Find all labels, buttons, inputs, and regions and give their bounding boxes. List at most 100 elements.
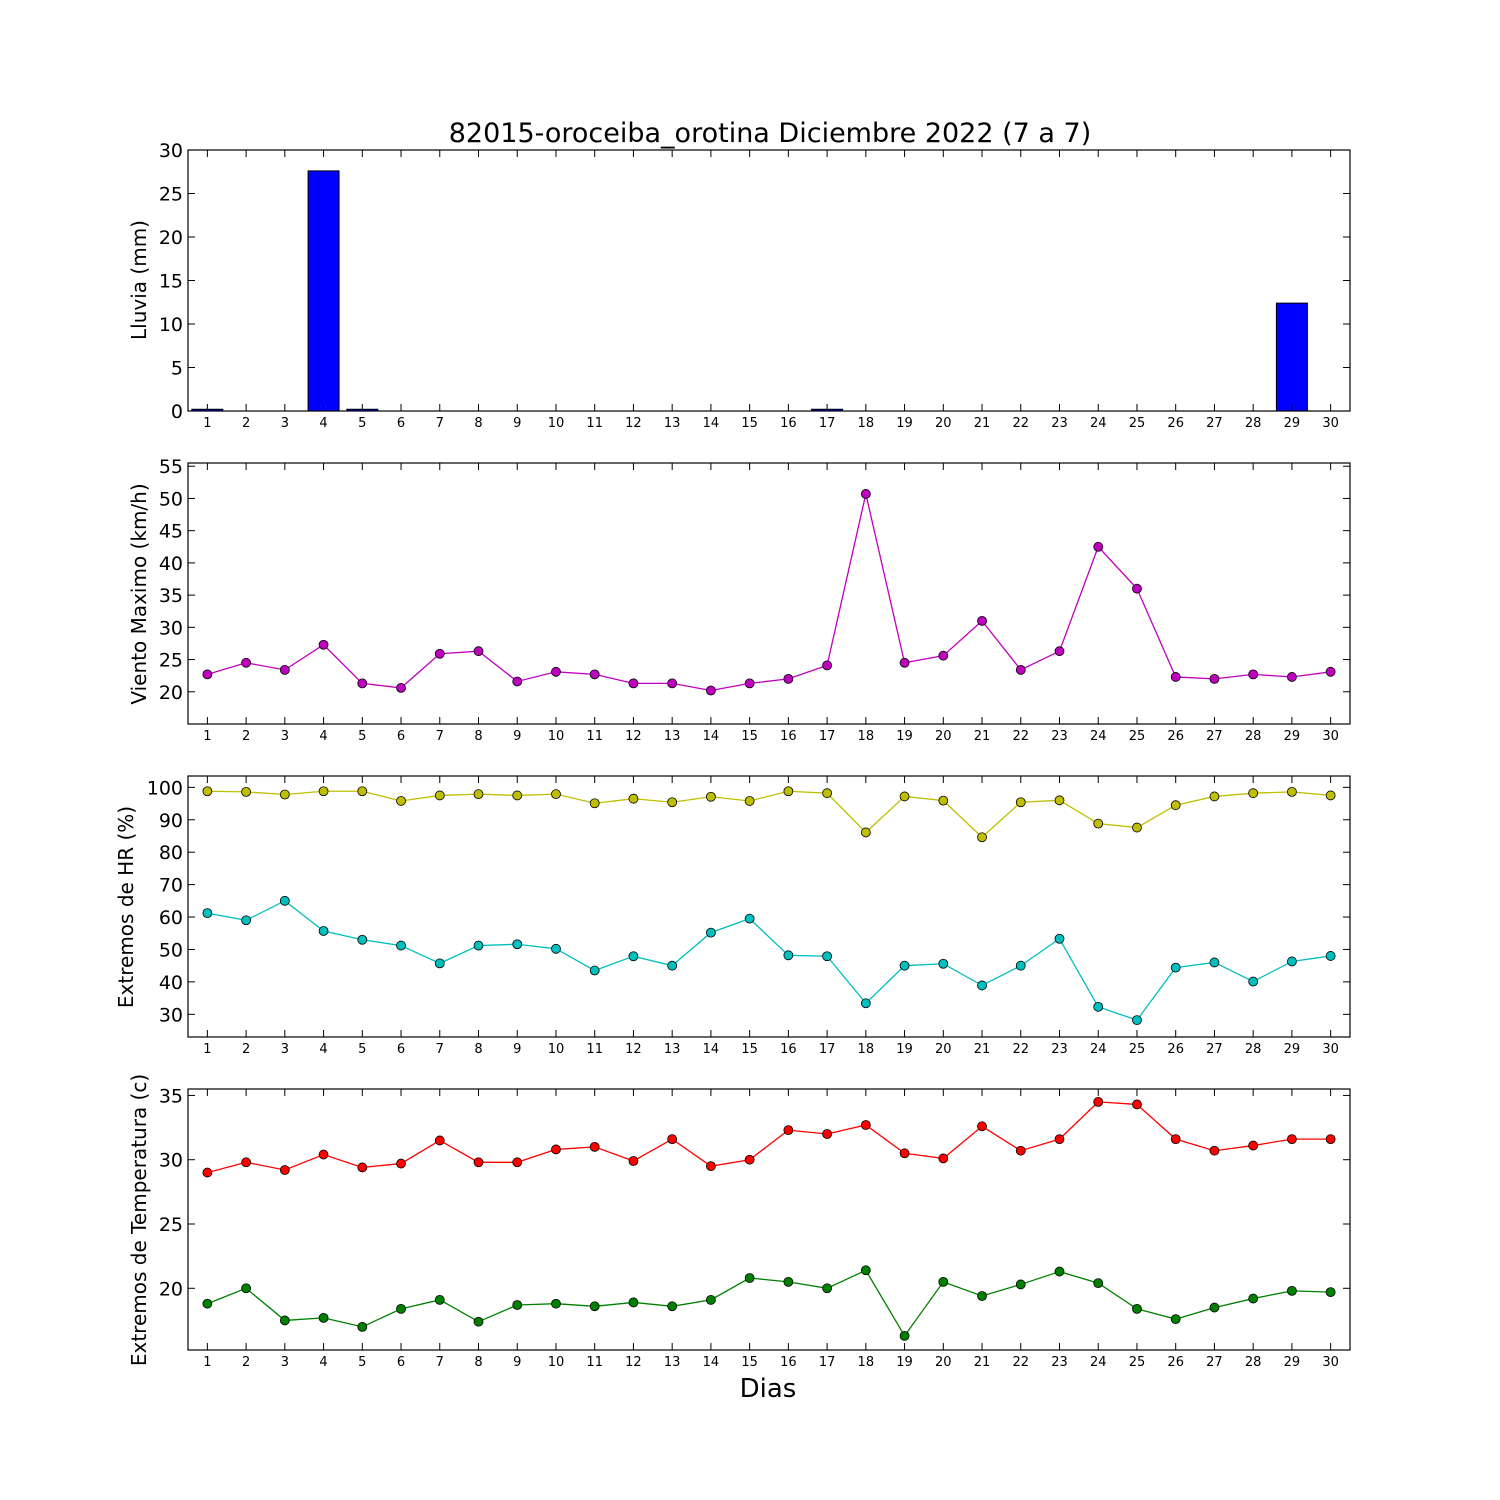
point-series-1-day-11 [589, 1301, 600, 1312]
point-series-1-day-3 [279, 1315, 290, 1326]
point-series-1-day-22 [1015, 960, 1026, 971]
point-series-0-day-12 [628, 793, 639, 804]
point-series-0-day-30 [1325, 666, 1336, 677]
point-series-1-day-10 [551, 1298, 561, 1309]
x-tick-label: 25 [1129, 1355, 1146, 1370]
x-tick-label: 22 [1012, 1042, 1029, 1057]
series-line-0 [207, 1101, 1331, 1174]
point-series-0-day-14 [706, 791, 716, 802]
y-tick-label: 100 [147, 777, 183, 799]
x-tick-label: 14 [703, 729, 720, 744]
y-tick-label: 40 [159, 553, 183, 575]
x-tick-label: 15 [741, 729, 758, 744]
y-tick-label: 15 [159, 271, 183, 293]
y-tick-label: 20 [159, 227, 183, 249]
x-tick-label: 17 [819, 1355, 836, 1370]
point-series-0-day-25 [1132, 1099, 1142, 1110]
point-series-0-day-2 [241, 1157, 252, 1168]
x-tick-label: 6 [397, 1042, 405, 1057]
point-series-0-day-18 [860, 827, 871, 838]
point-series-1-day-16 [783, 950, 794, 961]
x-tick-label: 3 [281, 1355, 289, 1370]
x-tick-label: 18 [858, 1355, 875, 1370]
x-tick-label: 23 [1051, 729, 1068, 744]
y-tick-label: 90 [159, 810, 183, 832]
point-series-0-day-22 [1015, 1145, 1026, 1156]
point-series-0-day-16 [783, 786, 794, 797]
point-series-0-day-29 [1287, 1134, 1297, 1145]
point-series-0-day-13 [667, 797, 678, 808]
point-series-0-day-26 [1170, 672, 1181, 682]
x-tick-label: 26 [1167, 416, 1184, 431]
point-series-1-day-6 [396, 1303, 406, 1314]
x-tick-label: 15 [741, 1355, 758, 1370]
y-tick-label: 55 [159, 456, 183, 478]
point-series-0-day-7 [434, 1135, 445, 1146]
point-series-0-day-19 [899, 1148, 910, 1159]
point-series-1-day-4 [318, 926, 329, 936]
y-axis-label-humedad: Extremos de HR (%) [114, 806, 138, 1008]
point-series-1-day-1 [202, 908, 213, 919]
point-series-0-day-30 [1325, 1134, 1336, 1145]
point-series-1-day-30 [1325, 951, 1336, 961]
point-series-0-day-28 [1248, 669, 1259, 680]
x-tick-label: 3 [281, 729, 289, 744]
x-tick-label: 30 [1322, 1042, 1339, 1057]
y-tick-label: 30 [159, 1150, 183, 1172]
y-tick-label: 20 [159, 1278, 183, 1300]
x-tick-label: 20 [935, 416, 952, 431]
x-tick-label: 28 [1245, 416, 1262, 431]
x-tick-label: 13 [664, 416, 681, 431]
x-tick-label: 1 [203, 1042, 211, 1057]
x-tick-label: 24 [1090, 1355, 1107, 1370]
point-series-1-day-19 [899, 960, 910, 971]
x-tick-label: 19 [896, 1042, 913, 1057]
x-tick-label: 5 [358, 1042, 366, 1057]
x-tick-label: 29 [1284, 729, 1301, 744]
point-series-0-day-29 [1287, 786, 1297, 797]
x-tick-label: 14 [703, 1042, 720, 1057]
x-tick-label: 19 [896, 729, 913, 744]
x-tick-label: 8 [474, 729, 482, 744]
point-series-1-day-11 [589, 965, 600, 976]
point-series-0-day-15 [744, 1154, 755, 1165]
point-series-1-day-19 [899, 1330, 910, 1341]
point-series-0-day-4 [318, 639, 329, 650]
x-tick-label: 18 [858, 729, 875, 744]
x-tick-label: 7 [436, 729, 444, 744]
x-tick-label: 4 [319, 1042, 327, 1057]
point-series-0-day-6 [396, 796, 406, 806]
x-tick-label: 11 [586, 1042, 603, 1057]
x-tick-label: 12 [625, 1042, 642, 1057]
y-tick-label: 0 [171, 401, 183, 423]
point-series-0-day-20 [938, 650, 949, 661]
point-series-1-day-8 [473, 940, 484, 951]
x-tick-label: 11 [586, 416, 603, 431]
point-series-0-day-8 [473, 1157, 484, 1168]
point-series-0-day-5 [357, 678, 368, 689]
x-tick-label: 21 [974, 1355, 991, 1370]
x-tick-label: 4 [319, 729, 327, 744]
point-series-1-day-27 [1209, 1302, 1220, 1313]
x-tick-label: 12 [625, 729, 642, 744]
x-tick-label: 1 [203, 416, 211, 431]
point-series-0-day-27 [1209, 1145, 1220, 1156]
y-tick-label: 50 [159, 939, 183, 961]
x-tick-label: 18 [858, 416, 875, 431]
point-series-1-day-7 [434, 1294, 445, 1305]
point-series-0-day-30 [1325, 790, 1336, 801]
point-series-0-day-11 [589, 669, 600, 680]
x-tick-label: 28 [1245, 1355, 1262, 1370]
point-series-0-day-26 [1170, 1134, 1181, 1145]
y-tick-label: 35 [159, 585, 183, 607]
x-tick-label: 10 [548, 416, 565, 431]
y-tick-label: 40 [159, 972, 183, 994]
point-series-0-day-29 [1287, 672, 1297, 682]
point-series-1-day-18 [860, 998, 871, 1009]
x-tick-label: 8 [474, 1355, 482, 1370]
x-tick-label: 17 [819, 1042, 836, 1057]
point-series-0-day-12 [628, 1156, 639, 1166]
point-series-0-day-16 [783, 673, 794, 684]
